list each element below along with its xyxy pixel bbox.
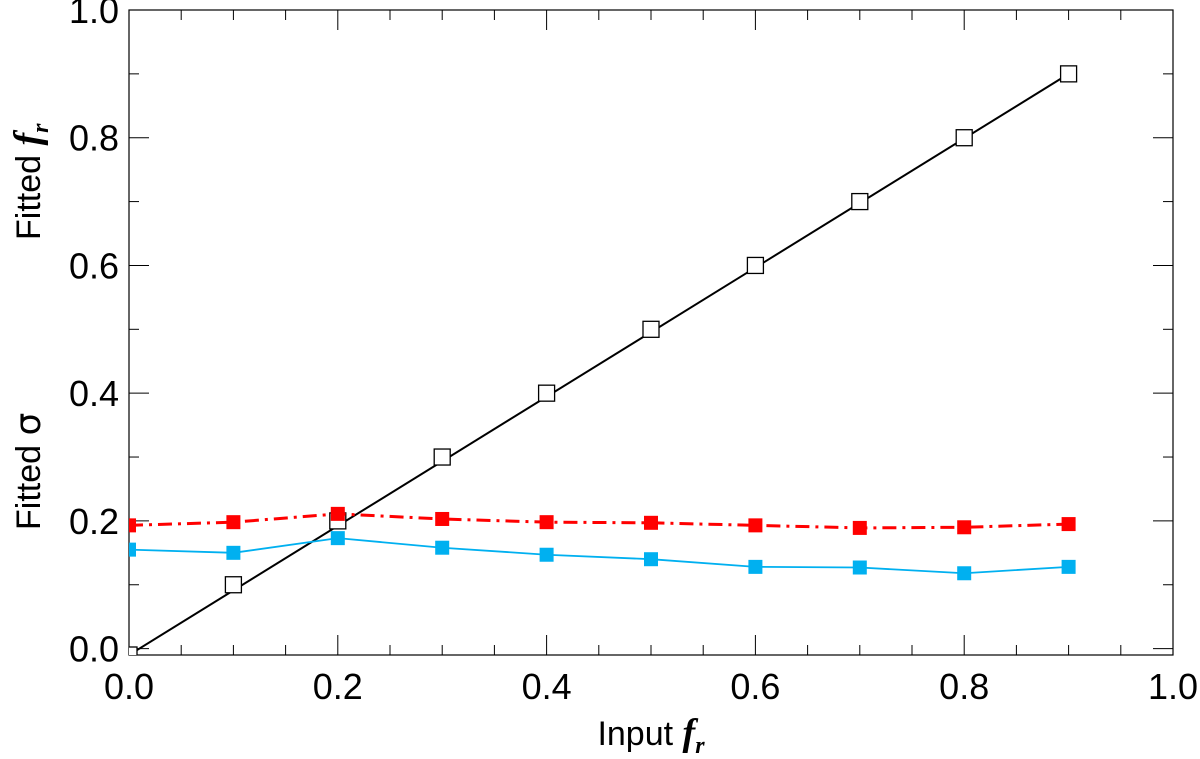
data-point-filled-square [539, 515, 554, 530]
data-point-filled-square [957, 566, 972, 581]
x-axis-label-symbol: f [683, 712, 699, 754]
data-point-filled-square [226, 545, 241, 560]
data-point-filled-square [330, 531, 345, 546]
data-point-filled-square [435, 540, 450, 555]
series-3 [129, 531, 1076, 581]
data-point-open-square [224, 576, 243, 594]
data-point-filled-square [852, 520, 867, 535]
x-axis-label: Input fr [597, 712, 705, 759]
data-point-filled-square [957, 520, 972, 535]
axis-ticks [128, 9, 1174, 655]
x-tick-label: 0.2 [313, 666, 363, 707]
x-tick-label: 1.0 [1148, 666, 1198, 707]
fit-line [129, 73, 1070, 655]
y-tick-label: 1.0 [69, 0, 119, 31]
data-point-filled-square [1061, 559, 1076, 574]
data-point-filled-square [435, 511, 450, 526]
y-axis-label-bottom-symbol: σ [8, 413, 49, 436]
data-point-filled-square [1061, 517, 1076, 532]
y-tick-label: 0.0 [69, 629, 119, 670]
plot-area [129, 65, 1078, 655]
y-tick-label: 0.4 [69, 373, 119, 414]
data-point-filled-square [330, 506, 345, 521]
data-point-filled-square [852, 560, 867, 575]
data-point-filled-square [129, 542, 136, 557]
data-point-open-square [433, 448, 451, 466]
data-point-filled-square [748, 559, 763, 574]
y-axis-label-top-subscript: r [28, 123, 54, 133]
data-point-open-square [851, 192, 869, 211]
data-point-filled-square [644, 515, 658, 530]
y-axis-label-top: Fitted fr [7, 123, 54, 240]
y-axis-label-bottom: Fitted σ [8, 413, 49, 530]
data-point-filled-square [644, 552, 658, 567]
series-2 [129, 506, 1076, 535]
data-point-filled-square [748, 518, 763, 533]
data-point-open-square [129, 646, 138, 655]
series-line [129, 537, 1069, 575]
y-tick-label: 0.6 [69, 245, 119, 286]
data-point-filled-square [226, 515, 241, 530]
x-tick-label: 0.0 [104, 666, 154, 707]
data-point-open-square [746, 256, 765, 275]
x-axis-label-text: Input [597, 715, 682, 753]
data-point-filled-square [129, 518, 136, 533]
x-tick-label: 0.8 [939, 666, 989, 707]
data-point-filled-square [539, 547, 554, 562]
data-point-open-square [1059, 65, 1078, 83]
x-tick-label: 0.4 [522, 666, 572, 707]
y-axis-label-bottom-text: Fitted [10, 436, 48, 530]
series-line [129, 512, 1069, 530]
y-tick-label: 0.2 [69, 501, 119, 542]
data-point-open-square [642, 320, 660, 338]
y-axis-label-top-text: Fitted [10, 146, 48, 240]
data-point-open-square [537, 384, 556, 402]
x-tick-label: 0.6 [730, 666, 780, 707]
series-1 [129, 65, 1078, 655]
x-axis-label-subscript: r [695, 733, 705, 759]
y-axis-label-top-symbol: f [7, 130, 49, 146]
data-point-open-square [955, 129, 973, 147]
y-tick-label: 0.8 [69, 118, 119, 159]
